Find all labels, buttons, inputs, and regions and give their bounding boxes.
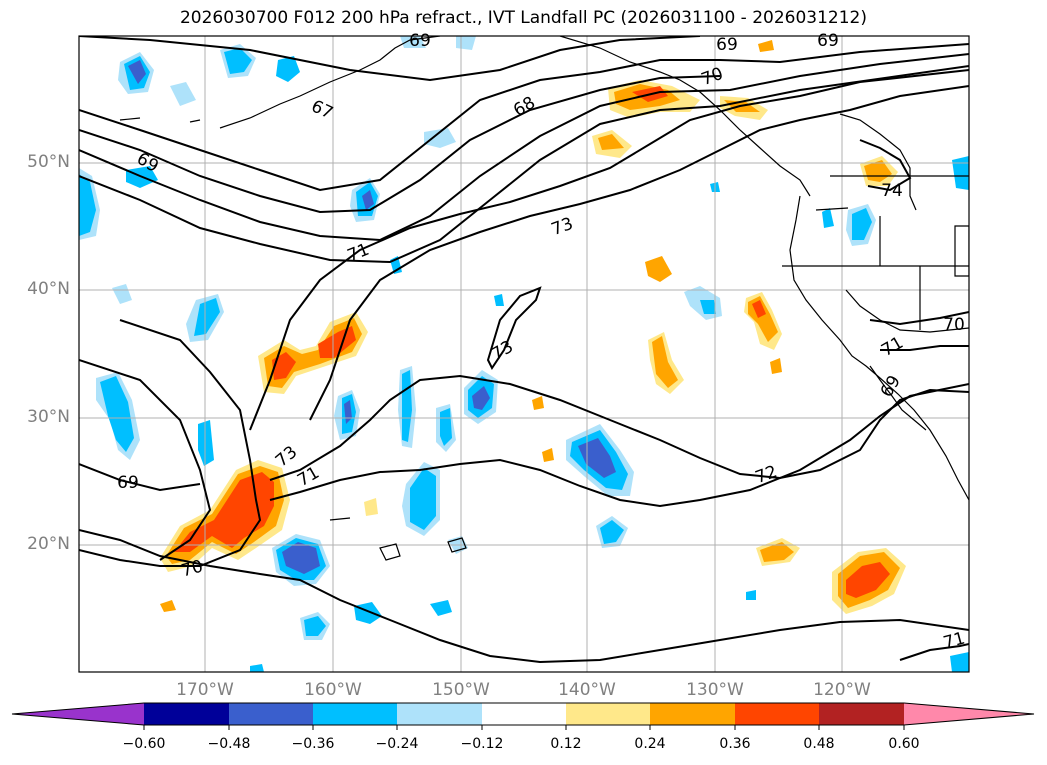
map-title: 2026030700 F012 200 hPa refract., IVT La… (179, 8, 867, 28)
longitude-label: 140°W (558, 680, 616, 700)
colorbar-tick-label: 0.36 (719, 736, 751, 752)
contour-label: 70 (699, 64, 726, 90)
graticule (79, 36, 969, 672)
contour-label: 73 (549, 214, 576, 240)
colorbar-over-arrow (904, 703, 1034, 725)
contour-label: 70 (943, 315, 965, 335)
contour-label: 74 (881, 181, 903, 201)
latitude-label: 20°N (27, 534, 70, 554)
contour-label: 73 (488, 337, 517, 365)
contour-label: 71 (878, 333, 907, 361)
colorbar-tick-label: −0.60 (122, 736, 166, 752)
contour-line (79, 463, 201, 492)
latitude-label: 40°N (27, 279, 70, 299)
latitude-label: 50°N (27, 152, 70, 172)
longitude-label: 130°W (686, 680, 744, 700)
colorbar-bin (313, 703, 397, 725)
contour-label: 72 (753, 462, 780, 488)
contour-labels: 69 69 69 67 69 68 70 71 73 73 73 71 69 7… (117, 31, 967, 653)
contour-line (249, 69, 969, 431)
contour-line (869, 311, 969, 326)
colorbar-bin (819, 703, 904, 725)
contour-line (899, 643, 969, 661)
colorbar-tick-label: 0.60 (888, 736, 920, 752)
colorbar-bin (482, 703, 566, 725)
colorbar-bin (397, 703, 482, 725)
longitude-label: 150°W (432, 680, 490, 700)
longitude-label: 120°W (813, 680, 871, 700)
colorbar-bin (650, 703, 735, 725)
contour-line (79, 529, 969, 664)
latitude-label: 30°N (27, 407, 70, 427)
colorbar-tick-label: 0.24 (634, 736, 666, 752)
colorbar (11, 702, 1035, 730)
contour-line (79, 43, 969, 192)
colorbar-tick-label: −0.24 (375, 736, 419, 752)
colorbar-tick-label: −0.48 (207, 736, 251, 752)
contour-line (79, 359, 212, 561)
contour-line (269, 374, 969, 481)
contour-line (79, 65, 969, 264)
contour-line (269, 383, 969, 508)
colorbar-tick-label: 0.12 (550, 736, 582, 752)
colorbar-bin (566, 703, 650, 725)
contour-label: 69 (409, 31, 431, 51)
longitude-label: 170°W (176, 680, 234, 700)
refractivity-contours (79, 36, 969, 664)
contour-label: 69 (716, 35, 738, 55)
colorbar-bin (735, 703, 819, 725)
map-frame (78, 35, 970, 673)
contour-label: 69 (817, 31, 839, 51)
colorbar-tick-label: −0.12 (460, 736, 504, 752)
coastlines (119, 36, 969, 561)
contour-line (486, 286, 542, 370)
contour-line (79, 75, 721, 214)
shaded-regions (79, 36, 969, 672)
contour-label: 71 (941, 629, 967, 654)
colorbar-tick-label: −0.36 (291, 736, 335, 752)
contour-line (859, 139, 912, 192)
contour-label: 69 (117, 473, 139, 493)
map-area (79, 36, 969, 672)
contour-label: 67 (308, 96, 336, 123)
contour-line (79, 319, 262, 567)
contour-line (880, 345, 969, 351)
contour-line (79, 53, 969, 242)
contour-label: 70 (179, 557, 205, 582)
contour-line (79, 36, 701, 82)
contour-line (309, 85, 969, 421)
colorbar-bin (144, 703, 229, 725)
longitude-label: 160°W (304, 680, 362, 700)
colorbar-under-arrow (12, 703, 144, 725)
colorbar-bin (229, 703, 313, 725)
colorbar-tick-label: 0.48 (803, 736, 835, 752)
